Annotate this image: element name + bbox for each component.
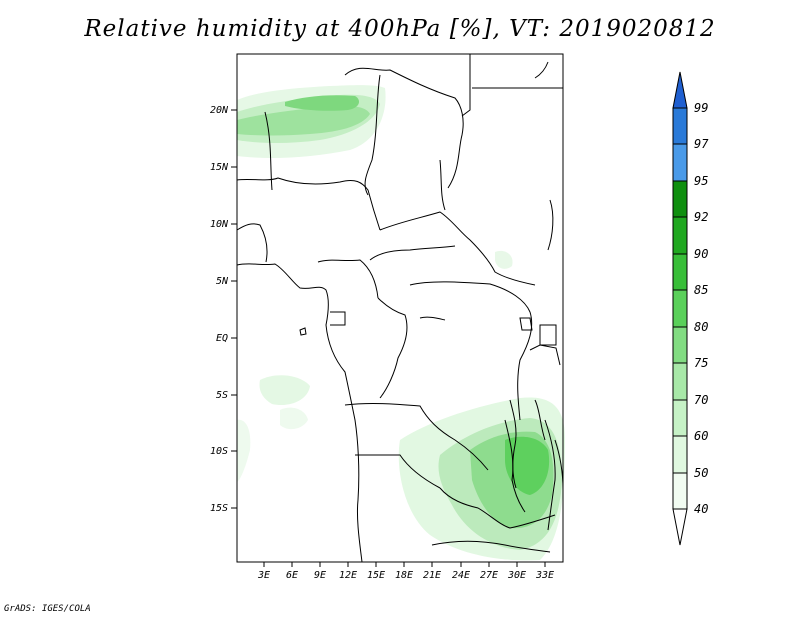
- map-borders: [236, 54, 564, 563]
- lat-label: 5N: [216, 276, 229, 287]
- colorbar-label: 97: [694, 137, 709, 151]
- lon-label: 21E: [423, 570, 441, 581]
- colorbar-segment: [672, 180, 688, 218]
- colorbar-label: 40: [694, 502, 708, 516]
- lat-label: 10S: [210, 446, 228, 457]
- colorbar: 99 97 95 92 90 85 80 75 70 60 50 40: [672, 71, 709, 546]
- lat-label: 15S: [210, 503, 228, 514]
- colorbar-label: 80: [694, 320, 708, 334]
- lon-label: 30E: [507, 570, 526, 581]
- lon-label: 3E: [257, 570, 270, 581]
- colorbar-segment: [672, 107, 688, 145]
- lon-label: 24E: [452, 570, 470, 581]
- colorbar-segment: [672, 435, 688, 474]
- colorbar-label: 50: [694, 466, 708, 480]
- colorbar-segment: [672, 71, 688, 109]
- colorbar-segment: [672, 143, 688, 182]
- colorbar-label: 90: [694, 247, 708, 261]
- colorbar-label: 85: [694, 283, 708, 297]
- grads-credit: GrADS: IGES/COLA: [4, 604, 91, 614]
- colorbar-label: 75: [694, 356, 708, 370]
- colorbar-label: 92: [694, 210, 708, 224]
- colorbar-segment: [672, 216, 688, 255]
- colorbar-label: 70: [694, 393, 708, 407]
- lat-label: 20N: [210, 105, 229, 116]
- colorbar-segment: [672, 472, 688, 510]
- colorbar-segment: [672, 289, 688, 328]
- lon-label: 6E: [286, 570, 298, 581]
- lon-label: 27E: [480, 570, 498, 581]
- colorbar-segment: [672, 362, 688, 401]
- latitude-axis: 20N 15N 10N 5N EQ 5S 10S 15S: [210, 105, 237, 514]
- lat-label: EQ: [216, 333, 228, 344]
- lat-label: 5S: [216, 390, 228, 401]
- lat-label: 10N: [210, 219, 229, 230]
- lon-label: 9E: [314, 570, 326, 581]
- map-frame: [236, 53, 564, 563]
- colorbar-segment: [672, 326, 688, 364]
- lon-label: 15E: [367, 570, 385, 581]
- lon-label: 33E: [535, 570, 554, 581]
- lon-label: 18E: [395, 570, 413, 581]
- colorbar-segment: [672, 253, 688, 291]
- colorbar-segment: [672, 399, 688, 437]
- colorbar-label: 99: [694, 101, 708, 115]
- lat-label: 15N: [210, 162, 229, 173]
- longitude-axis: 3E 6E 9E 12E 15E 18E 21E 24E 27E 30E 33E: [257, 562, 554, 581]
- colorbar-label: 95: [694, 174, 708, 188]
- humidity-shading: [237, 85, 565, 561]
- colorbar-label: 60: [694, 429, 708, 443]
- map-title: Relative humidity at 400hPa [%], VT: 201…: [84, 16, 716, 42]
- colorbar-segment: [672, 508, 688, 546]
- lon-label: 12E: [339, 570, 357, 581]
